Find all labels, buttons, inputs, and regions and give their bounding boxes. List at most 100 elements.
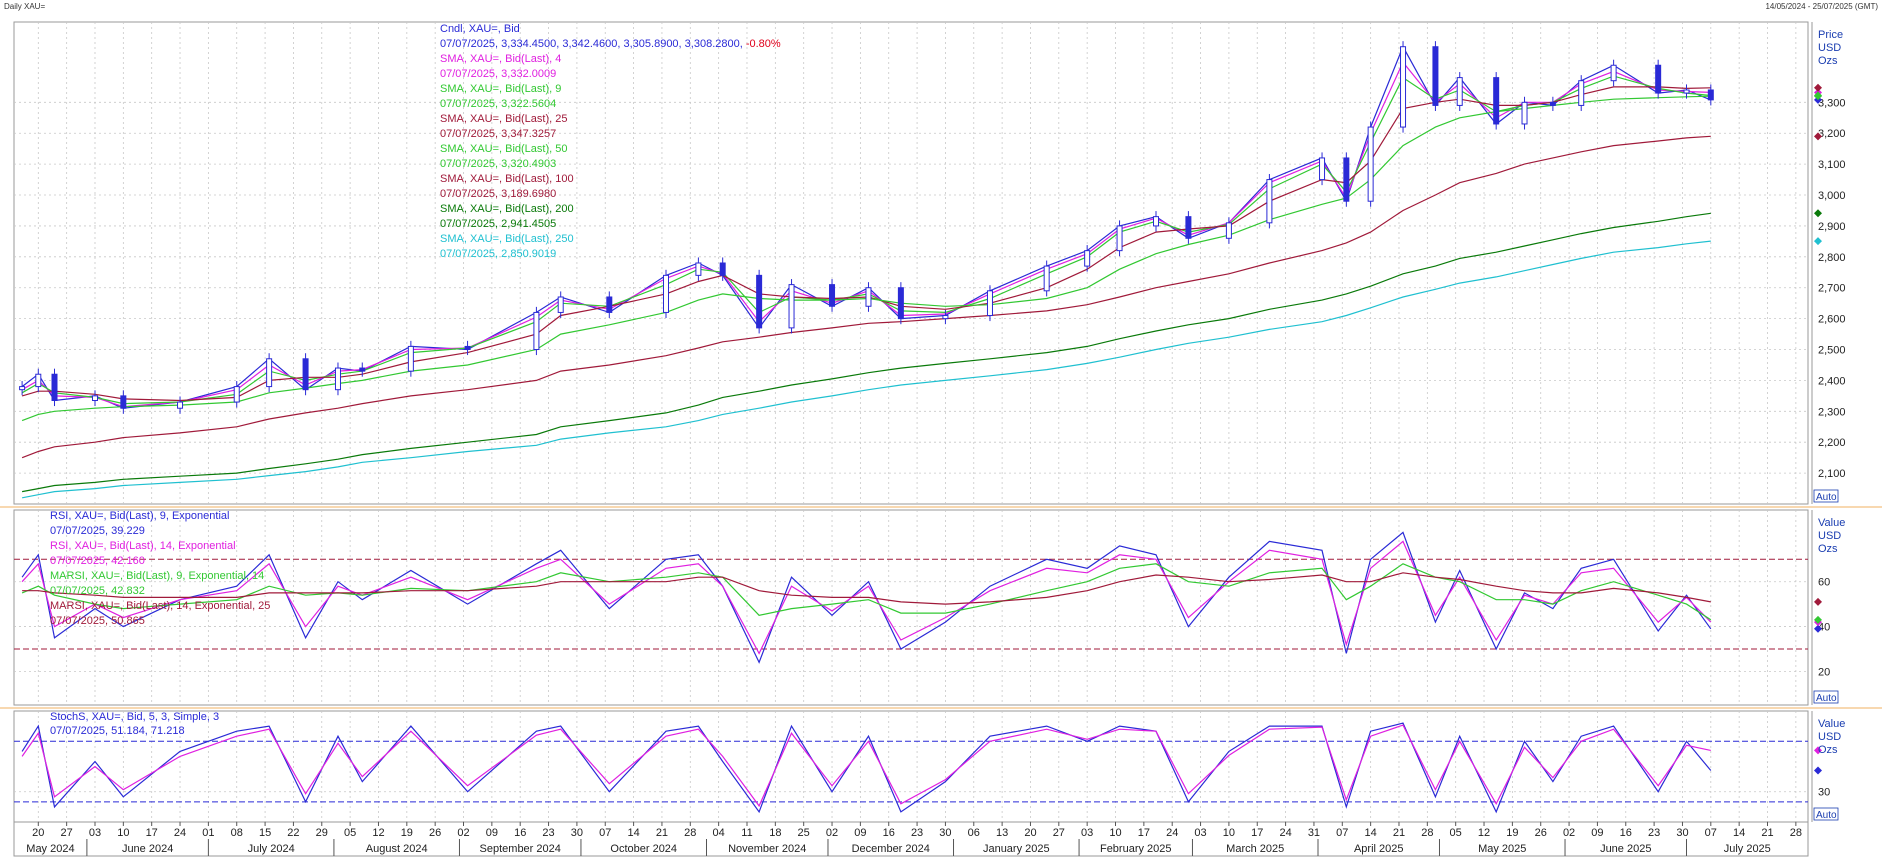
candle-body xyxy=(1116,225,1123,252)
x-date-label: 12 xyxy=(372,827,384,839)
auto-button: Auto xyxy=(1816,492,1837,503)
legend-label-price: SMA, XAU=, Bid(Last), 4 xyxy=(440,53,561,65)
last-value-marker xyxy=(1814,209,1822,218)
x-month-label: April 2025 xyxy=(1354,843,1404,855)
legend-value-price: 07/07/2025, 3,334.4500, 3,342.4600, 3,30… xyxy=(440,38,781,50)
candle-body xyxy=(1153,216,1160,227)
legend-label-price: SMA, XAU=, Bid(Last), 50 xyxy=(440,143,567,155)
candle-body xyxy=(897,287,904,320)
candle-body xyxy=(1225,222,1232,239)
x-month-label: May 2025 xyxy=(1478,843,1526,855)
x-date-label: 20 xyxy=(32,827,44,839)
legend-value-price: 07/07/2025, 2,850.9019 xyxy=(440,248,556,260)
legend-value-price: 07/07/2025, 3,347.3257 xyxy=(440,128,556,140)
candle-body xyxy=(788,284,795,329)
x-month-label: May 2024 xyxy=(26,843,74,855)
candle-body xyxy=(334,367,341,391)
candle-body xyxy=(233,386,240,403)
candle-body xyxy=(1319,157,1326,181)
x-month-label: February 2025 xyxy=(1100,843,1172,855)
x-month-label: November 2024 xyxy=(728,843,806,855)
x-date-label: 03 xyxy=(1081,827,1093,839)
series-line xyxy=(22,572,1711,605)
x-date-label: 26 xyxy=(1535,827,1547,839)
legend-value-price: 07/07/2025, 3,322.5604 xyxy=(440,98,556,110)
legend-value-rsi: 07/07/2025, 50.865 xyxy=(50,615,145,627)
x-date-label: 17 xyxy=(1251,827,1263,839)
x-date-label: 31 xyxy=(1308,827,1320,839)
x-date-label: 14 xyxy=(1733,827,1745,839)
axis-title-price: Price xyxy=(1818,29,1843,41)
panel-frame-price xyxy=(13,21,1809,505)
x-date-label: 03 xyxy=(1194,827,1206,839)
x-date-label: 10 xyxy=(117,827,129,839)
x-date-label: 13 xyxy=(996,827,1008,839)
axis-title-rsi: Value xyxy=(1818,517,1845,529)
axis-title-stoch: USD xyxy=(1818,731,1841,743)
candle-body xyxy=(91,395,98,401)
x-date-label: 24 xyxy=(174,827,186,839)
legend-label-rsi: MARSI, XAU=, Bid(Last), 9, Exponential, … xyxy=(50,570,264,582)
window-title-bar: Daily XAU= 14/05/2024 - 25/07/2025 (GMT) xyxy=(0,0,1882,14)
x-date-label: 12 xyxy=(1478,827,1490,839)
auto-button-frame xyxy=(1813,489,1839,503)
series-line xyxy=(21,724,1711,808)
candle-body xyxy=(177,401,184,409)
candle-body xyxy=(1578,80,1585,106)
axis-title-rsi: USD xyxy=(1818,530,1841,542)
candle-body xyxy=(1456,77,1463,106)
axis-title-rsi: Ozs xyxy=(1818,543,1838,555)
x-date-label: 30 xyxy=(1676,827,1688,839)
last-value-marker xyxy=(1814,83,1822,92)
x-date-label: 27 xyxy=(61,827,73,839)
panel-frame-stoch xyxy=(13,710,1809,823)
legend-value-rsi: 07/07/2025, 42.160 xyxy=(50,555,145,567)
x-date-label: 28 xyxy=(1790,827,1802,839)
candle-body xyxy=(359,367,366,372)
legend-label-price: SMA, XAU=, Bid(Last), 200 xyxy=(440,203,574,215)
date-range: 14/05/2024 - 25/07/2025 (GMT) xyxy=(1765,2,1878,11)
candle-body xyxy=(407,345,414,372)
x-date-label: 11 xyxy=(741,827,752,839)
x-month-label: January 2025 xyxy=(983,843,1050,855)
x-date-label: 05 xyxy=(1450,827,1462,839)
y-tick-label-price: 3,200 xyxy=(1818,128,1846,140)
legend-value-rsi: 07/07/2025, 39.229 xyxy=(50,525,145,537)
axis-title-price: Ozs xyxy=(1818,55,1838,67)
x-date-label: 24 xyxy=(1279,827,1291,839)
candle-body xyxy=(1400,46,1407,128)
last-value-marker xyxy=(1814,624,1822,633)
y-tick-label-rsi: 60 xyxy=(1818,577,1830,589)
candle-body xyxy=(19,386,26,391)
last-value-marker xyxy=(1814,746,1822,755)
last-value-marker xyxy=(1814,615,1822,624)
last-value-marker xyxy=(1814,92,1822,101)
x-date-label: 21 xyxy=(1393,827,1405,839)
candle-body xyxy=(266,358,273,388)
candle-body xyxy=(302,358,309,391)
x-date-label: 03 xyxy=(89,827,101,839)
candle-body xyxy=(1521,101,1528,125)
x-date-label: 26 xyxy=(429,827,441,839)
y-tick-label-rsi: 40 xyxy=(1818,622,1830,634)
candle-body xyxy=(51,373,58,401)
series-line xyxy=(21,240,1711,499)
x-date-label: 08 xyxy=(231,827,243,839)
x-date-label: 19 xyxy=(401,827,413,839)
x-month-label: August 2024 xyxy=(366,843,428,855)
legend-label-price: SMA, XAU=, Bid(Last), 100 xyxy=(440,173,574,185)
candle-body xyxy=(1185,216,1192,239)
last-value-marker xyxy=(1814,597,1822,606)
legend-value-price: 07/07/2025, 2,941.4505 xyxy=(440,218,556,230)
candle-body xyxy=(606,296,613,313)
x-month-label: July 2025 xyxy=(1724,843,1771,855)
x-date-label: 06 xyxy=(968,827,980,839)
panel-frame-rsi xyxy=(13,509,1809,706)
x-date-label: 05 xyxy=(344,827,356,839)
candle-body xyxy=(1707,89,1714,101)
x-date-label: 23 xyxy=(1648,827,1660,839)
x-date-label: 02 xyxy=(457,827,469,839)
x-axis-frame xyxy=(13,821,1809,857)
candle-body xyxy=(942,315,949,320)
